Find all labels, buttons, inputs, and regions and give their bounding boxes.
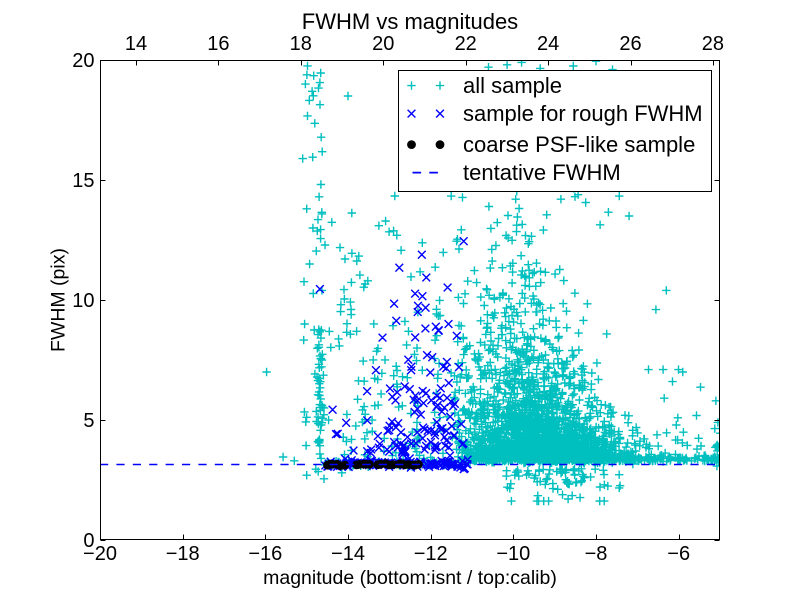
svg-text:14: 14: [125, 33, 147, 55]
svg-text:22: 22: [455, 33, 477, 55]
svg-text:FWHM (pix): FWHM (pix): [48, 248, 70, 352]
svg-text:28: 28: [702, 33, 724, 55]
svg-text:26: 26: [619, 33, 641, 55]
svg-text:15: 15: [72, 170, 94, 192]
svg-text:−10: −10: [496, 543, 530, 565]
svg-text:−18: −18: [166, 543, 200, 565]
svg-text:−16: −16: [248, 543, 282, 565]
svg-text:−8: −8: [585, 543, 608, 565]
svg-text:−6: −6: [667, 543, 690, 565]
svg-text:20: 20: [72, 50, 94, 72]
svg-text:all sample: all sample: [463, 73, 562, 98]
svg-text:10: 10: [72, 290, 94, 312]
svg-text:coarse PSF-like sample: coarse PSF-like sample: [463, 132, 695, 157]
svg-text:magnitude (bottom:isnt / top:c: magnitude (bottom:isnt / top:calib): [263, 567, 557, 589]
svg-text:−12: −12: [414, 543, 448, 565]
svg-text:sample for rough FWHM: sample for rough FWHM: [463, 101, 703, 126]
svg-text:0: 0: [83, 530, 94, 552]
svg-text:FWHM vs magnitudes: FWHM vs magnitudes: [302, 9, 518, 34]
svg-text:−20: −20: [83, 543, 117, 565]
svg-text:16: 16: [207, 33, 229, 55]
svg-text:18: 18: [290, 33, 312, 55]
svg-text:tentative FWHM: tentative FWHM: [463, 160, 621, 185]
svg-text:−14: −14: [331, 543, 365, 565]
svg-text:5: 5: [83, 410, 94, 432]
svg-text:20: 20: [372, 33, 394, 55]
svg-text:24: 24: [537, 33, 559, 55]
